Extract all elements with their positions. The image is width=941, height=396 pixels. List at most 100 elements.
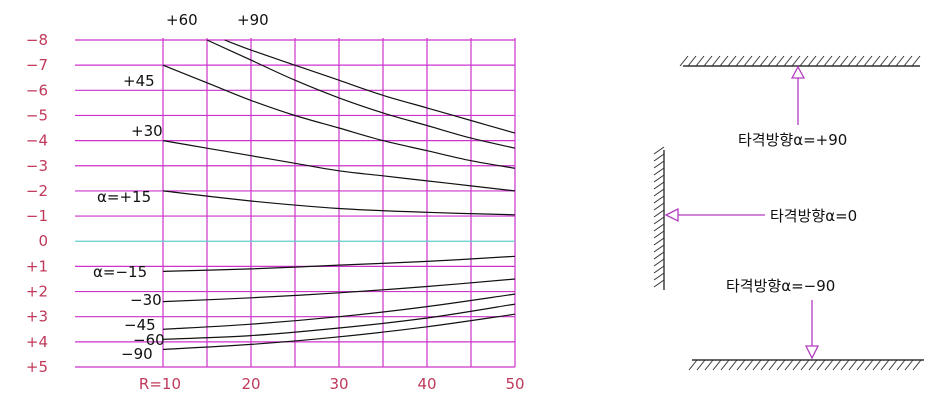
hatch-line — [767, 55, 777, 67]
hatch-line — [653, 188, 665, 197]
x-tick-label: 50 — [505, 375, 524, 393]
hatch-line — [653, 174, 665, 183]
hatch-line — [783, 55, 793, 67]
y-tick-label: −7 — [26, 56, 48, 74]
hatch-line — [776, 359, 786, 371]
x-tick-labels: R=10 20 30 40 50 — [139, 375, 525, 393]
y-tick-label: +2 — [26, 283, 48, 301]
y-tick-label: +3 — [26, 308, 48, 326]
hatch-line — [653, 237, 665, 246]
hatch-line — [653, 223, 665, 232]
hatch-line — [904, 359, 914, 371]
hatch-line — [703, 55, 713, 67]
y-tick-label: −2 — [26, 182, 48, 200]
hatch-line — [879, 55, 889, 67]
floor-surface — [688, 359, 924, 371]
arrow-left — [664, 207, 765, 223]
hatch-line — [840, 359, 850, 371]
hatch-line — [653, 265, 665, 274]
curve-label-p45: +45 — [123, 72, 155, 90]
curve-series — [162, 140, 516, 192]
x-tick-label: 30 — [329, 375, 348, 393]
hatch-line — [736, 359, 746, 371]
hatch-line — [744, 359, 754, 371]
hatch-line — [687, 55, 697, 67]
hatch-line — [653, 230, 665, 239]
y-tick-label: −5 — [26, 106, 48, 124]
ceiling-surface — [679, 55, 921, 67]
hatch-line — [768, 359, 778, 371]
hatch-line — [653, 167, 665, 176]
hatch-line — [888, 359, 898, 371]
hatch-line — [863, 55, 873, 67]
floor-hatch — [688, 359, 922, 371]
hatch-line — [791, 55, 801, 67]
curve-series — [162, 313, 516, 350]
hatch-line — [759, 55, 769, 67]
hatch-line — [847, 55, 857, 67]
curve-label-p60: +60 — [166, 11, 198, 29]
curve-label-m60: −60 — [133, 331, 165, 349]
curve-label-m45: −45 — [124, 316, 156, 334]
hatch-line — [704, 359, 714, 371]
hatch-line — [807, 55, 817, 67]
hatch-line — [653, 195, 665, 204]
hatch-line — [653, 258, 665, 267]
x-tick-label: 20 — [241, 375, 260, 393]
curve-series — [162, 255, 516, 272]
hatch-line — [880, 359, 890, 371]
hatch-line — [752, 359, 762, 371]
arrow-up — [790, 65, 806, 125]
hatch-line — [679, 55, 689, 67]
hatch-line — [896, 359, 906, 371]
hatch-line — [653, 202, 665, 211]
hatch-line — [816, 359, 826, 371]
y-tick-label: −1 — [26, 207, 48, 225]
curve-series — [162, 303, 516, 340]
ceiling-hatch — [679, 55, 921, 67]
curve-series — [206, 39, 516, 149]
hatch-line — [856, 359, 866, 371]
hatch-line — [728, 359, 738, 371]
hatch-line — [653, 244, 665, 253]
hatch-line — [653, 181, 665, 190]
y-tick-label: +4 — [26, 333, 48, 351]
hatch-line — [711, 55, 721, 67]
y-tick-label: +1 — [26, 257, 48, 275]
y-tick-labels: −8 −7 −6 −5 −4 −3 −2 −1 0 +1 +2 +3 +4 +5 — [26, 31, 48, 376]
curve-labels: +60 +90 +45 +30 α=+15 α=−15 −30 −45 −60 … — [93, 11, 269, 363]
hatch-line — [653, 160, 665, 169]
correction-chart: −8 −7 −6 −5 −4 −3 −2 −1 0 +1 +2 +3 +4 +5 R=10 20 30 40 50… — [26, 11, 525, 393]
hatch-line — [712, 359, 722, 371]
hatch-line — [751, 55, 761, 67]
hatch-line — [815, 55, 825, 67]
curve-series — [162, 293, 516, 330]
correction-curves — [162, 39, 516, 350]
down-direction-label: 타격방향α=−90 — [726, 277, 835, 295]
hatch-line — [808, 359, 818, 371]
hatch-line — [719, 55, 729, 67]
hatch-line — [784, 359, 794, 371]
curve-label-m15: α=−15 — [93, 263, 147, 281]
y-tick-label: −6 — [26, 81, 48, 99]
hatch-line — [864, 359, 874, 371]
hatch-line — [775, 55, 785, 67]
curve-label-m30: −30 — [130, 291, 162, 309]
arrow-down — [804, 300, 820, 360]
hatch-line — [760, 359, 770, 371]
hatch-line — [831, 55, 841, 67]
hatch-line — [823, 55, 833, 67]
hatch-line — [653, 279, 665, 288]
hatch-line — [653, 153, 665, 162]
x-tick-label: 40 — [417, 375, 436, 393]
y-tick-label: 0 — [38, 232, 48, 250]
curve-series — [162, 190, 516, 216]
y-tick-label: −4 — [26, 132, 48, 150]
hatch-line — [653, 216, 665, 225]
curve-label-p90: +90 — [237, 11, 269, 29]
curve-series — [162, 278, 516, 303]
hatch-line — [895, 55, 905, 67]
hatch-line — [799, 55, 809, 67]
hatch-line — [743, 55, 753, 67]
hatch-line — [800, 359, 810, 371]
